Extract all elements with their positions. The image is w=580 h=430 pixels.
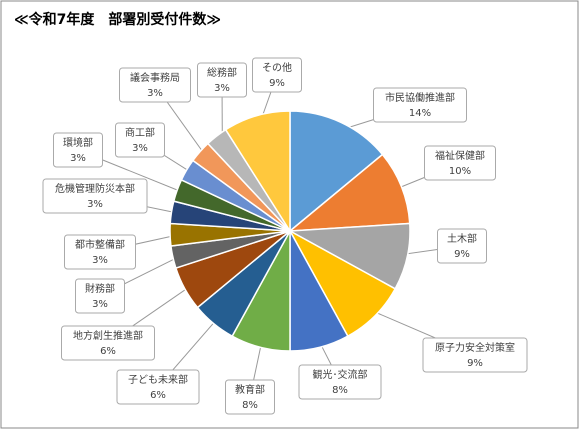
category-label: 教育部	[235, 383, 265, 396]
value-label: 9%	[454, 249, 470, 260]
label-box	[373, 87, 467, 123]
labels: 市民協働推進部 14% 福祉保健部 10% 土木部 9% 原子力安全対策室 9% 観光･交流部 8…	[42, 57, 528, 415]
pie-slice	[287, 153, 411, 232]
category-label: 土木部	[447, 232, 477, 245]
category-label: 総務部	[207, 66, 237, 79]
value-label: 3%	[132, 143, 148, 154]
category-label: 商工部	[125, 126, 155, 139]
value-label: 6%	[150, 390, 166, 401]
value-label: 3%	[147, 88, 163, 99]
label-box	[75, 278, 125, 314]
pie-slice	[224, 110, 291, 234]
value-label: 3%	[87, 199, 103, 210]
label-box	[225, 379, 275, 415]
value-label: 9%	[269, 78, 285, 89]
label-box	[422, 337, 528, 373]
value-label: 3%	[214, 83, 230, 94]
category-label: 観光･交流部	[313, 368, 368, 381]
category-label: 財務部	[85, 282, 115, 295]
label-box	[53, 132, 103, 168]
value-label: 10%	[449, 166, 471, 177]
label-box	[437, 228, 487, 264]
label-box	[119, 67, 191, 103]
value-label: 8%	[332, 385, 348, 396]
category-label: 市民協働推進部	[385, 91, 455, 104]
category-label: 地方創生推進部	[73, 329, 143, 342]
value-label: 8%	[242, 400, 258, 411]
category-label: 福祉保健部	[435, 149, 485, 162]
label-box	[42, 178, 148, 214]
category-label: 議会事務局	[130, 71, 180, 84]
label-box	[252, 57, 302, 93]
label-box	[424, 145, 496, 181]
category-label: 子ども未来部	[128, 373, 188, 386]
category-label: その他	[262, 61, 292, 74]
value-label: 14%	[409, 108, 431, 119]
chart-title: ≪令和7年度 部署別受付件数≫	[14, 11, 221, 28]
label-box	[115, 122, 165, 158]
category-label: 都市整備部	[75, 238, 125, 251]
label-box	[61, 325, 155, 361]
label-box	[116, 369, 200, 405]
value-label: 3%	[70, 153, 86, 164]
value-label: 3%	[92, 255, 108, 266]
slices	[169, 110, 411, 352]
category-label: 危機管理防災本部	[55, 182, 135, 195]
label-box	[64, 234, 136, 270]
category-label: 環境部	[63, 136, 93, 149]
value-label: 3%	[92, 299, 108, 310]
label-box	[298, 364, 382, 400]
pie-slice	[289, 110, 384, 233]
label-box	[197, 62, 247, 98]
category-label: 原子力安全対策室	[435, 341, 515, 354]
value-label: 9%	[467, 358, 483, 369]
value-label: 6%	[100, 346, 116, 357]
